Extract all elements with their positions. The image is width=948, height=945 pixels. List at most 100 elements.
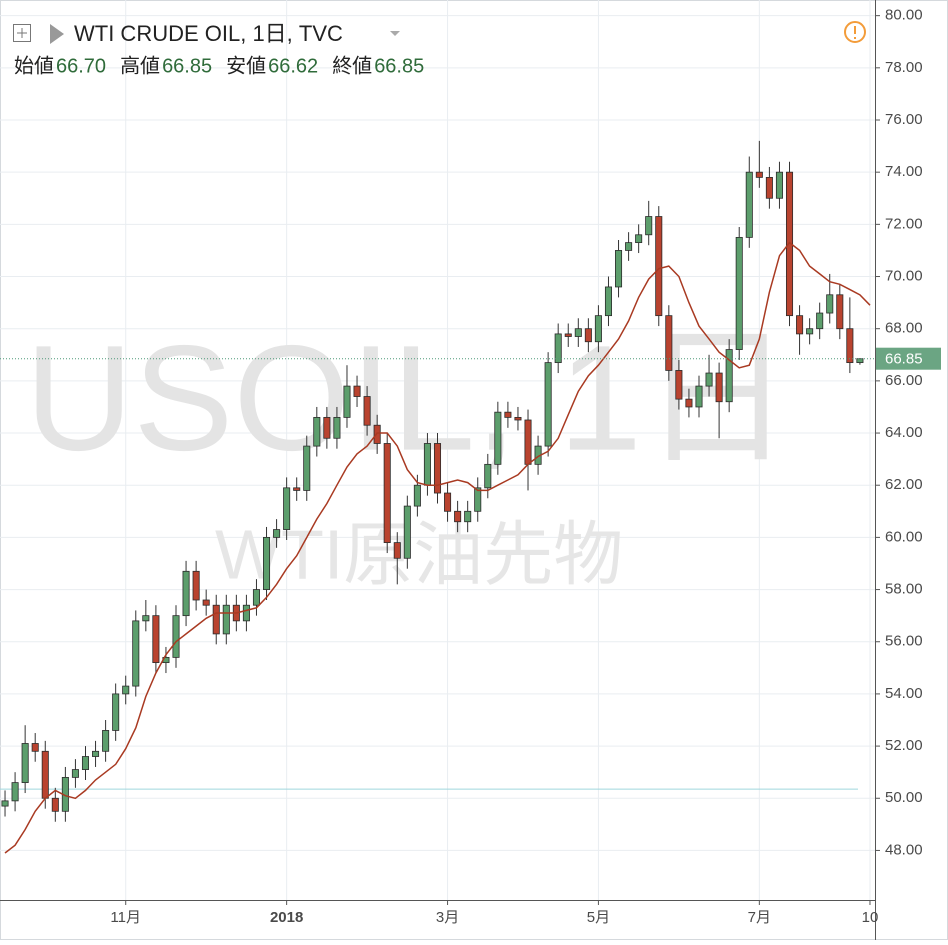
candle-body [796, 315, 804, 335]
x-tick-label: 5月 [587, 909, 610, 926]
legend-label: 始値 [14, 54, 54, 77]
current-price-label: 66.85 [885, 351, 923, 368]
ohlc-legend: 始値 66.70 高値 66.85 安値 66.62 終値 66.85 [14, 54, 424, 77]
candle-body [806, 328, 814, 335]
candle-body [715, 372, 723, 403]
candle-body [725, 349, 733, 403]
candle-body [464, 510, 472, 523]
candle-body [11, 782, 19, 802]
candle-body [655, 216, 663, 317]
legend-value: 66.85 [374, 55, 424, 77]
candle-body [323, 416, 331, 439]
candle-body [21, 743, 29, 784]
candle-body [71, 769, 79, 778]
candle-body [484, 463, 492, 489]
chart-title[interactable]: WTI CRUDE OIL, 1日, TVC [74, 21, 343, 46]
candle-body [303, 445, 311, 491]
warning-icon[interactable] [844, 21, 866, 43]
dropdown-icon[interactable] [390, 31, 400, 36]
candle-body [745, 171, 753, 238]
plot-area [0, 140, 875, 854]
candle-body [524, 419, 532, 465]
candle-body [192, 570, 200, 601]
candle-body [604, 286, 612, 317]
candle-body [132, 620, 140, 687]
candle-body [454, 510, 462, 523]
candle-body [142, 615, 150, 622]
candle-body [333, 416, 341, 439]
y-tick-label: 64.00 [885, 424, 923, 441]
expand-icon[interactable] [13, 24, 31, 42]
candle-body [373, 424, 381, 444]
candle-body [444, 492, 452, 512]
candle-body [31, 743, 39, 752]
candle-body [283, 487, 291, 530]
candle-body [695, 385, 703, 408]
candle-body [514, 416, 522, 421]
x-tick-label: 2018 [270, 909, 303, 926]
candle-body [685, 398, 693, 408]
candle-body [826, 294, 834, 314]
candle-body [273, 529, 281, 538]
x-tick-label: 11月 [110, 909, 141, 926]
legend-value: 66.70 [56, 55, 106, 77]
candle-body [785, 171, 794, 317]
candle-body [625, 242, 633, 251]
candle-body [353, 385, 361, 397]
y-tick-label: 52.00 [885, 737, 923, 754]
candle-body [544, 362, 552, 447]
candle-body [222, 604, 230, 635]
candle-body [564, 333, 572, 337]
y-tick-label: 72.00 [885, 215, 923, 232]
candle-body [755, 171, 763, 178]
candle-body [554, 333, 562, 364]
candle-body [574, 328, 582, 337]
y-tick-label: 58.00 [885, 581, 923, 598]
candle-body [182, 570, 190, 617]
candle-body [252, 589, 260, 606]
candle-body [152, 615, 160, 664]
candle-body [112, 693, 120, 731]
candle-body [41, 750, 49, 799]
y-tick-label: 62.00 [885, 476, 923, 493]
watermark: USOIL, 1日 [25, 314, 792, 482]
x-tick-label: 3月 [436, 909, 459, 926]
candle-body [293, 487, 301, 491]
y-tick-label: 50.00 [885, 789, 923, 806]
candle-body [846, 328, 854, 364]
y-tick-label: 60.00 [885, 528, 923, 545]
plus-icon [17, 28, 27, 38]
candle-body [816, 312, 824, 330]
y-tick-label: 70.00 [885, 267, 923, 284]
candle-body [263, 536, 271, 590]
y-tick-label: 54.00 [885, 685, 923, 702]
candle-body [343, 385, 351, 418]
candle-body [675, 370, 683, 400]
header: WTI CRUDE OIL, 1日, TVC [13, 21, 866, 46]
axes: 48.00 50.00 52.00 54.00 56.00 58.00 60.00 62.00… [110, 7, 941, 926]
current-price-box [876, 347, 941, 370]
y-tick-label: 48.00 [885, 841, 923, 858]
candle-body [92, 750, 100, 757]
candle-body [615, 250, 623, 288]
candle-body [242, 604, 250, 622]
candle-body [122, 685, 130, 695]
candle-body [81, 756, 90, 770]
candle-body [856, 358, 864, 364]
y-tick-label: 76.00 [885, 111, 923, 128]
candle-body [705, 372, 713, 387]
candle-body [1, 800, 9, 807]
candle-body [635, 234, 643, 244]
legend-value: 66.62 [268, 55, 318, 77]
x-tick-label: 10 [862, 909, 879, 926]
legend-label: 終値 [332, 54, 372, 77]
candle-body [51, 797, 59, 812]
candle-body [393, 542, 401, 559]
candle-body [494, 411, 502, 465]
candle-body [765, 176, 773, 199]
y-tick-label: 56.00 [885, 633, 923, 650]
y-tick-label: 80.00 [885, 7, 923, 24]
candle-body [172, 615, 180, 658]
